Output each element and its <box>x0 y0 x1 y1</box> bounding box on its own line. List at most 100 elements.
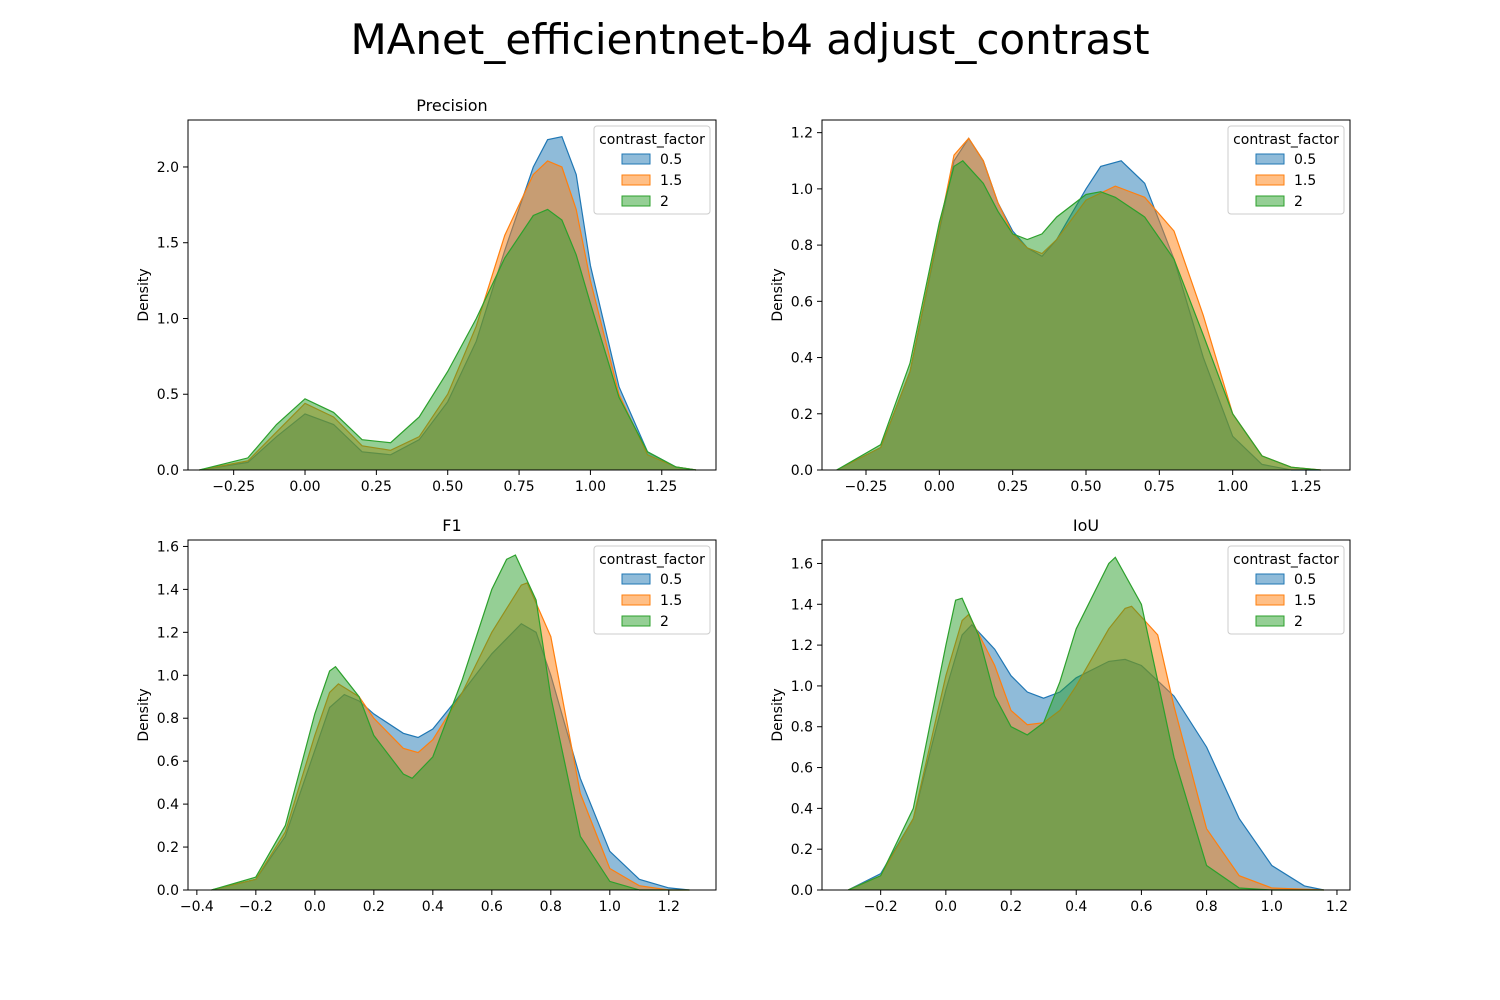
legend-swatch-1_5 <box>1255 174 1285 186</box>
density-line-2 <box>836 160 1321 471</box>
y-tick-label: 1.6 <box>157 539 179 555</box>
x-tick-label: −0.25 <box>212 479 255 495</box>
legend-label: 2 <box>660 194 669 210</box>
legend-box <box>1227 545 1345 635</box>
y-tick-label: 1.6 <box>791 556 813 572</box>
x-tick-label: 0.00 <box>289 479 320 495</box>
y-tick-label: 0.8 <box>791 238 813 254</box>
x-tick-label: 0.00 <box>924 479 955 495</box>
y-tick-label: 1.5 <box>157 236 179 252</box>
legend-swatch-1_5 <box>621 174 651 186</box>
legend-swatch-0_5 <box>1255 153 1285 165</box>
x-tick-label: 0.0 <box>304 899 326 915</box>
x-tick-label: 0.25 <box>361 479 392 495</box>
y-axis-label: Density <box>770 688 786 741</box>
legend-title: contrast_factor <box>1233 132 1339 148</box>
legend-label: 2 <box>1294 614 1303 630</box>
legend-label: 2 <box>1294 194 1303 210</box>
x-tick-label: 1.00 <box>1217 479 1248 495</box>
x-tick-label: 1.0 <box>599 899 621 915</box>
legend-label: 1.5 <box>660 593 682 609</box>
density-line-2 <box>199 208 697 471</box>
legend-label: 1.5 <box>660 173 682 189</box>
legend-label: 1.5 <box>1294 593 1316 609</box>
x-tick-label: 0.2 <box>1000 899 1022 915</box>
y-tick-label: 0.0 <box>157 463 179 479</box>
y-tick-label: 1.4 <box>157 582 179 598</box>
x-tick-label: 0.4 <box>1065 899 1087 915</box>
legend-box <box>593 125 711 215</box>
legend-label: 2 <box>660 614 669 630</box>
y-tick-label: 1.2 <box>791 638 813 654</box>
axes-frame <box>821 539 1351 891</box>
x-tick-label: 0.75 <box>503 479 534 495</box>
x-tick-label: −0.2 <box>864 899 898 915</box>
legend: contrast_factor 0.5 1.5 2 <box>1227 125 1345 215</box>
y-tick-label: 1.0 <box>157 311 179 327</box>
legend-swatch-2 <box>621 195 651 207</box>
legend-swatch-1_5 <box>621 594 651 606</box>
x-tick-label: 0.0 <box>935 899 957 915</box>
x-tick-label: 0.25 <box>997 479 1028 495</box>
legend-swatch-0_5 <box>1255 573 1285 585</box>
legend-swatch-0_5 <box>621 573 651 585</box>
x-tick-label: 1.2 <box>1326 899 1348 915</box>
subplot-title: IoU <box>1073 516 1099 535</box>
density-line-2 <box>211 554 690 891</box>
x-tick-label: −0.2 <box>239 899 273 915</box>
axes-frame <box>187 119 717 471</box>
y-tick-label: 1.0 <box>791 679 813 695</box>
legend-box <box>1227 125 1345 215</box>
subplot-grid: −0.25 0.00 0.25 0.50 0.75 1.00 1.25 0.0 0.5 1.0 1.… <box>136 96 1351 915</box>
x-tick-label: −0.25 <box>845 479 888 495</box>
y-tick-label: 2.0 <box>157 160 179 176</box>
y-tick-label: 0.5 <box>157 387 179 403</box>
x-tick-label: 1.0 <box>1261 899 1283 915</box>
legend-label: 0.5 <box>1294 572 1316 588</box>
x-tick-label: 0.2 <box>363 899 385 915</box>
legend-label: 0.5 <box>660 572 682 588</box>
legend-title: contrast_factor <box>599 552 705 568</box>
legend: contrast_factor 0.5 1.5 2 <box>1227 545 1345 635</box>
legend-label: 0.5 <box>660 152 682 168</box>
legend-swatch-0_5 <box>621 153 651 165</box>
y-tick-label: 0.4 <box>791 801 813 817</box>
y-tick-label: 1.2 <box>157 625 179 641</box>
x-tick-label: 0.6 <box>1130 899 1152 915</box>
y-tick-label: 0.0 <box>791 883 813 899</box>
y-tick-label: 0.6 <box>791 761 813 777</box>
y-axis-label: Density <box>136 688 152 741</box>
density-area-2 <box>836 160 1321 471</box>
legend-swatch-1_5 <box>1255 594 1285 606</box>
x-tick-label: 0.8 <box>540 899 562 915</box>
legend-swatch-2 <box>1255 615 1285 627</box>
x-tick-label: 1.25 <box>1290 479 1321 495</box>
density-area-2 <box>199 209 696 470</box>
y-tick-label: 0.0 <box>791 463 813 479</box>
x-tick-label: 1.00 <box>575 479 606 495</box>
legend-title: contrast_factor <box>599 132 705 148</box>
y-tick-label: 0.2 <box>157 840 179 856</box>
density-area-2 <box>848 557 1324 890</box>
y-tick-label: 1.0 <box>791 182 813 198</box>
x-tick-label: 0.6 <box>481 899 503 915</box>
figure-title: MAnet_efficientnet-b4 adjust_contrast <box>350 15 1149 64</box>
y-tick-label: 1.4 <box>791 597 813 613</box>
y-axis-label: Density <box>770 268 786 321</box>
y-tick-label: 0.2 <box>791 842 813 858</box>
y-tick-label: 0.8 <box>791 720 813 736</box>
y-tick-label: 0.2 <box>791 407 813 423</box>
x-tick-label: −0.4 <box>180 899 214 915</box>
x-tick-label: 0.50 <box>432 479 463 495</box>
density-line-2 <box>847 556 1324 891</box>
x-tick-label: 0.4 <box>422 899 444 915</box>
subplot-4: −0.2 0.0 0.2 0.4 0.6 0.8 1.0 1.2 0.0 0.2 0.4 0.6 0.8… <box>770 516 1351 915</box>
legend: contrast_factor 0.5 1.5 2 <box>593 545 711 635</box>
subplot-1: −0.25 0.00 0.25 0.50 0.75 1.00 1.25 0.0 0.5 1.0 1.… <box>136 96 717 495</box>
legend-label: 1.5 <box>1294 173 1316 189</box>
x-tick-label: 0.75 <box>1144 479 1175 495</box>
density-area-2 <box>211 555 690 890</box>
axes-frame <box>187 539 717 891</box>
subplot-title: Precision <box>416 96 487 115</box>
